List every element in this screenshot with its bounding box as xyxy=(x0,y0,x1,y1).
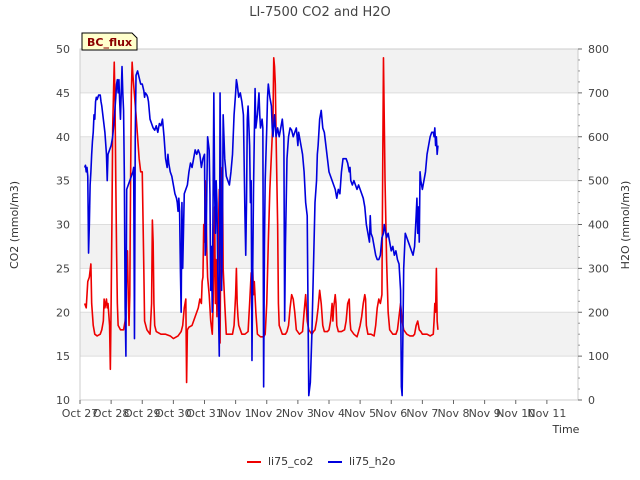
x-tick-label: Nov 10 xyxy=(496,407,535,420)
y-tick-label: 45 xyxy=(56,87,70,100)
left-axis-ticks: 10 15 20 25 30 35 40 45 50 xyxy=(56,43,70,407)
y-right-tick-label: 700 xyxy=(588,87,609,100)
x-tick-label: Oct 27 xyxy=(62,407,99,420)
x-tick-label: Nov 9 xyxy=(469,407,501,420)
x-tick-label: Nov 8 xyxy=(438,407,470,420)
x-tick-label: Nov 2 xyxy=(251,407,283,420)
y-tick-label: 15 xyxy=(56,350,70,363)
background-band xyxy=(80,49,578,93)
legend-label-h2o: li75_h2o xyxy=(349,455,396,468)
x-tick-label: Oct 28 xyxy=(93,407,130,420)
x-tick-label: Nov 11 xyxy=(527,407,566,420)
badge-label: BC_flux xyxy=(87,36,132,49)
x-tick-label: Oct 31 xyxy=(186,407,223,420)
y-tick-label: 20 xyxy=(56,306,70,319)
y-right-tick-label: 300 xyxy=(588,262,609,275)
y-tick-label: 50 xyxy=(56,43,70,56)
y-tick-label: 10 xyxy=(56,394,70,407)
y-right-tick-label: 100 xyxy=(588,350,609,363)
y-axis-right-label: H2O (mmol/m3) xyxy=(619,181,632,270)
x-tick-label: Nov 7 xyxy=(406,407,438,420)
y-right-tick-label: 500 xyxy=(588,175,609,188)
y-tick-label: 40 xyxy=(56,131,70,144)
y-axis-label: CO2 (mmol/m3) xyxy=(8,181,21,269)
y-tick-label: 30 xyxy=(56,219,70,232)
y-right-tick-label: 600 xyxy=(588,131,609,144)
series-line-li75_h2o xyxy=(83,65,439,397)
legend-label-co2: li75_co2 xyxy=(268,455,313,468)
right-axis-ticks: 0 100 200 300 400 500 600 700 800 xyxy=(578,43,609,407)
badge-box xyxy=(81,32,138,51)
legend: li75_co2 li75_h2o xyxy=(247,455,396,468)
x-tick-label: Nov 3 xyxy=(282,407,314,420)
chart-title: LI-7500 CO2 and H2O xyxy=(249,5,391,20)
y-tick-label: 25 xyxy=(56,262,70,275)
x-axis-label: Time xyxy=(552,423,580,436)
background-band xyxy=(80,224,578,269)
x-tick-label: Nov 5 xyxy=(344,407,376,420)
background-bands xyxy=(80,49,578,357)
y-right-tick-label: 800 xyxy=(588,43,609,56)
x-tick-label: Oct 30 xyxy=(155,407,192,420)
x-tick-label: Nov 6 xyxy=(375,407,407,420)
y-right-tick-label: 200 xyxy=(588,306,609,319)
x-tick-label: Oct 29 xyxy=(124,407,161,420)
x-tick-label: Nov 4 xyxy=(313,407,345,420)
y-tick-label: 35 xyxy=(56,175,70,188)
x-tick-label: Nov 1 xyxy=(220,407,252,420)
badge: BC_flux xyxy=(81,32,138,51)
y-right-tick-label: 0 xyxy=(588,394,595,407)
y-right-tick-label: 400 xyxy=(588,219,609,232)
series-layer xyxy=(83,56,439,397)
